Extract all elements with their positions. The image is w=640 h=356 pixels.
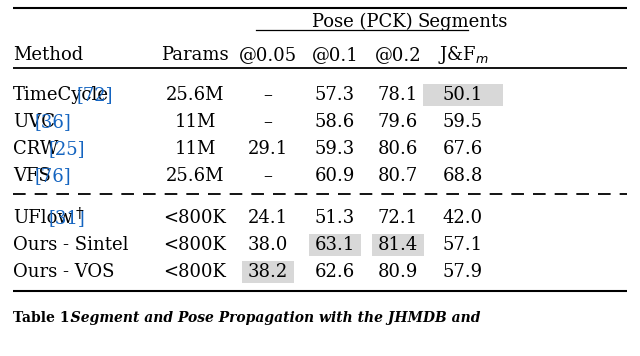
Text: –: –: [264, 167, 273, 185]
Text: 59.5: 59.5: [443, 113, 483, 131]
Text: 68.8: 68.8: [443, 167, 483, 185]
Text: [25]: [25]: [48, 140, 84, 158]
Text: †: †: [76, 207, 84, 221]
Text: [72]: [72]: [76, 86, 113, 104]
Text: 50.1: 50.1: [443, 86, 483, 104]
Text: 38.0: 38.0: [248, 236, 288, 254]
Text: 80.7: 80.7: [378, 167, 418, 185]
Text: 11M: 11M: [174, 140, 216, 158]
Text: –: –: [264, 113, 273, 131]
Text: Segments: Segments: [418, 13, 508, 31]
Text: [31]: [31]: [48, 209, 84, 227]
Text: 57.9: 57.9: [443, 263, 483, 281]
Text: <800K: <800K: [164, 263, 227, 281]
Text: Params: Params: [161, 46, 229, 64]
Text: 72.1: 72.1: [378, 209, 418, 227]
Text: Ours - VOS: Ours - VOS: [13, 263, 115, 281]
Text: 81.4: 81.4: [378, 236, 418, 254]
Text: TimeCycle: TimeCycle: [13, 86, 109, 104]
Text: UVC: UVC: [13, 113, 55, 131]
Text: 80.6: 80.6: [378, 140, 418, 158]
Text: 11M: 11M: [174, 113, 216, 131]
Text: 42.0: 42.0: [443, 209, 483, 227]
Text: Table 1.: Table 1.: [13, 311, 74, 325]
Text: 63.1: 63.1: [315, 236, 355, 254]
Text: 67.6: 67.6: [443, 140, 483, 158]
Text: Pose (PCK): Pose (PCK): [312, 13, 412, 31]
Text: Method: Method: [13, 46, 83, 64]
Text: –: –: [264, 86, 273, 104]
Text: <800K: <800K: [164, 209, 227, 227]
Text: 25.6M: 25.6M: [166, 86, 224, 104]
Text: 29.1: 29.1: [248, 140, 288, 158]
Text: J&F$_m$: J&F$_m$: [438, 44, 488, 66]
Text: 80.9: 80.9: [378, 263, 418, 281]
Text: [76]: [76]: [34, 167, 70, 185]
Text: Segment and Pose Propagation with the JHMDB and: Segment and Pose Propagation with the JH…: [61, 311, 481, 325]
Text: 58.6: 58.6: [315, 113, 355, 131]
Text: 59.3: 59.3: [315, 140, 355, 158]
Text: CRW: CRW: [13, 140, 70, 158]
Text: 78.1: 78.1: [378, 86, 418, 104]
Text: 38.2: 38.2: [248, 263, 288, 281]
Text: @0.1: @0.1: [312, 46, 358, 64]
FancyBboxPatch shape: [309, 234, 361, 256]
Text: 57.1: 57.1: [443, 236, 483, 254]
Text: UFlow: UFlow: [13, 209, 73, 227]
Text: 57.3: 57.3: [315, 86, 355, 104]
Text: 51.3: 51.3: [315, 209, 355, 227]
Text: VFS: VFS: [13, 167, 51, 185]
Text: 62.6: 62.6: [315, 263, 355, 281]
Text: [36]: [36]: [34, 113, 71, 131]
Text: 79.6: 79.6: [378, 113, 418, 131]
Text: 60.9: 60.9: [315, 167, 355, 185]
FancyBboxPatch shape: [372, 234, 424, 256]
Text: 24.1: 24.1: [248, 209, 288, 227]
Text: <800K: <800K: [164, 236, 227, 254]
Text: @0.2: @0.2: [374, 46, 421, 64]
FancyBboxPatch shape: [242, 261, 294, 283]
Text: @0.05: @0.05: [239, 46, 297, 64]
Text: 25.6M: 25.6M: [166, 167, 224, 185]
Text: Ours - Sintel: Ours - Sintel: [13, 236, 129, 254]
FancyBboxPatch shape: [437, 84, 489, 106]
FancyBboxPatch shape: [423, 84, 503, 106]
